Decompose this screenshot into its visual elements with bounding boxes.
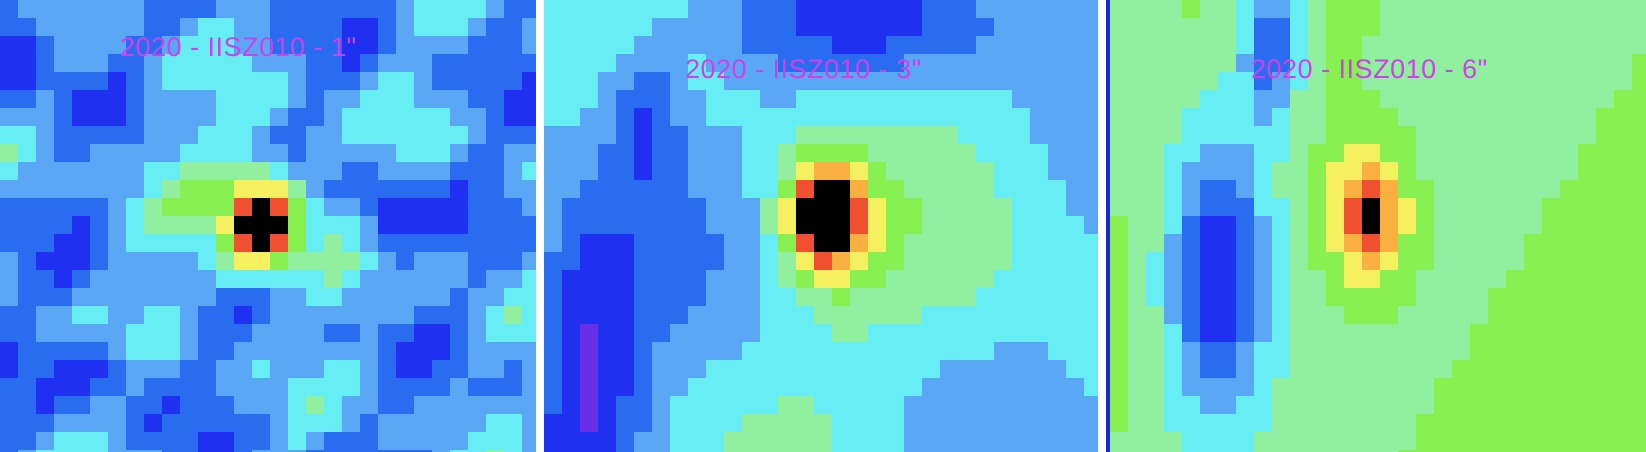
panel-divider-1	[536, 0, 544, 452]
image-panel-1: 2020 - IISZ010 - 1"	[0, 0, 536, 452]
image-panel-2: 2020 - IISZ010 - 3"	[544, 0, 1098, 452]
image-panel-3: 2020 - IISZ010 - 6"	[1110, 0, 1646, 452]
panel-label-1: 2020 - IISZ010 - 1"	[120, 32, 357, 62]
panel-label-3: 2020 - IISZ010 - 6"	[1251, 54, 1488, 84]
panel-divider-2	[1098, 0, 1106, 452]
panel-label-2: 2020 - IISZ010 - 3"	[685, 54, 922, 84]
heatmap-image-1	[0, 0, 536, 452]
heatmap-image-3	[1110, 0, 1646, 452]
panel-divider-blue	[1106, 0, 1110, 452]
heatmap-image-2	[544, 0, 1098, 452]
